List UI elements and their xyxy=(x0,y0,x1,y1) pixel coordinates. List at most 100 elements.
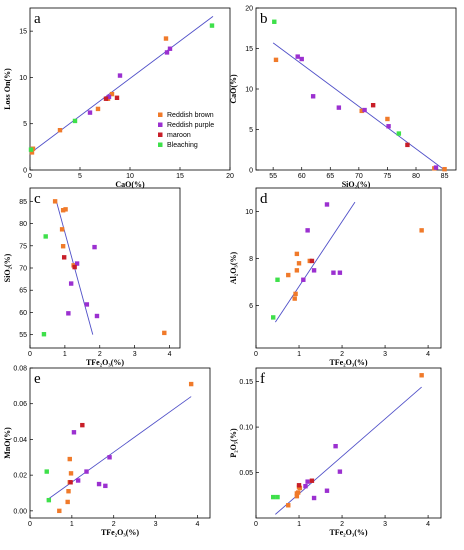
data-point-reddish-brown xyxy=(273,57,279,63)
x-tick-label: 10 xyxy=(126,173,134,180)
data-point-reddish-brown xyxy=(295,490,301,495)
y-axis-title: Loss On(%) xyxy=(3,68,12,110)
data-point-bleaching xyxy=(275,494,280,500)
y-tick-label: 6 xyxy=(249,303,253,310)
y-axis-title: CaO(%) xyxy=(229,74,238,104)
data-point-maroon xyxy=(72,264,77,270)
data-point-reddish-brown xyxy=(296,261,302,266)
data-point-reddish-brown xyxy=(68,471,74,476)
y-tick-label: 0 xyxy=(23,168,27,175)
data-point-reddish-brown xyxy=(29,150,35,155)
data-point-reddish-purple xyxy=(87,110,93,115)
x-axis-title: SiO₂(%) xyxy=(342,180,371,189)
legend: Reddish brown Reddish purple maroon Bleachi… xyxy=(158,112,214,149)
data-point-reddish-brown xyxy=(163,36,169,41)
data-point-reddish-purple xyxy=(92,244,97,250)
data-point-reddish-purple xyxy=(66,311,71,316)
data-point-maroon xyxy=(80,422,85,428)
legend-label: Reddish brown xyxy=(167,112,214,119)
legend-label: Bleaching xyxy=(167,142,198,149)
data-point-reddish-purple xyxy=(311,495,317,501)
data-point-reddish-purple xyxy=(96,481,102,487)
data-point-bleaching xyxy=(272,19,277,24)
data-point-reddish-brown xyxy=(419,373,424,378)
data-point-reddish-purple xyxy=(386,124,391,129)
data-point-reddish-purple xyxy=(84,469,89,474)
x-axis-title: CaO(%) xyxy=(115,180,145,189)
panel-a: 0 5 10 15 20 0 5 10 15 CaO(%) Loss On(%) a Reddish b… xyxy=(3,7,234,189)
trend-line xyxy=(46,396,192,501)
y-tick-label: 10 xyxy=(245,209,253,216)
data-point-reddish-purple xyxy=(337,469,343,474)
data-point-reddish-purple xyxy=(310,94,316,99)
data-point-reddish-purple xyxy=(331,270,336,275)
panel-letter: c xyxy=(34,191,41,207)
x-tick-label: 1 xyxy=(297,521,301,528)
legend-swatch xyxy=(158,132,163,137)
plot-frame xyxy=(29,367,211,519)
data-point-reddish-brown xyxy=(286,272,291,278)
x-tick-label: 0 xyxy=(28,521,32,528)
y-tick-label: 80 xyxy=(19,221,27,228)
data-point-reddish-brown xyxy=(162,330,167,336)
data-point-reddish-brown xyxy=(419,228,424,233)
data-point-reddish-brown xyxy=(57,127,63,133)
plot-frame xyxy=(255,187,442,349)
legend-label: maroon xyxy=(167,132,191,139)
data-point-bleaching xyxy=(271,315,276,320)
y-tick-label: 0 xyxy=(249,168,253,175)
plot-frame xyxy=(255,7,457,171)
data-point-reddish-purple xyxy=(305,228,310,233)
data-point-reddish-brown xyxy=(109,91,115,97)
data-point-reddish-brown xyxy=(294,268,300,273)
panel-e: 0 1 2 3 4 0.00 0.02 0.04 0.06 0.08 TFe₂O₃(%) MnO(%)… xyxy=(3,366,211,537)
data-point-reddish-purple xyxy=(75,478,81,483)
x-tick-label: 1 xyxy=(297,351,301,358)
y-tick-label: 0.08 xyxy=(13,366,27,373)
x-tick-label: 0 xyxy=(254,521,258,528)
data-point-bleaching xyxy=(44,469,49,474)
y-tick-label: 5 xyxy=(249,127,253,134)
data-point-reddish-purple xyxy=(84,302,90,307)
y-tick-label: 10 xyxy=(245,87,253,94)
y-axis-title: SiO₂(%) xyxy=(3,253,12,282)
x-tick-label: 0 xyxy=(28,351,32,358)
panel-letter: f xyxy=(260,371,265,387)
data-point-bleaching xyxy=(41,332,47,337)
y-tick-label: 0.04 xyxy=(13,437,27,444)
x-tick-label: 0 xyxy=(28,173,32,180)
data-point-maroon xyxy=(103,96,109,101)
data-point-bleaching xyxy=(271,494,276,500)
data-point-reddish-purple xyxy=(324,488,330,493)
data-point-reddish-purple xyxy=(324,202,330,207)
x-tick-label: 4 xyxy=(168,351,172,358)
data-point-bleaching xyxy=(275,277,280,282)
data-point-reddish-brown xyxy=(294,493,300,499)
data-point-maroon xyxy=(309,258,315,264)
panel-d: 0 1 2 3 4 6 8 10 TFe₂O₃(%) Al₂O₃(%) d xyxy=(229,187,442,367)
data-point-maroon xyxy=(405,142,410,148)
y-tick-label: 70 xyxy=(19,266,27,273)
data-point-reddish-purple xyxy=(433,165,439,170)
x-tick-label: 1 xyxy=(70,521,74,528)
y-tick-label: 15 xyxy=(245,46,253,53)
y-tick-label: 0.05 xyxy=(239,470,253,477)
data-point-reddish-brown xyxy=(292,296,297,301)
x-axis-title: TFe₂O₃(%) xyxy=(101,528,139,537)
data-point-reddish-purple xyxy=(337,270,343,275)
x-tick-label: 75 xyxy=(384,173,392,180)
data-point-reddish-purple xyxy=(74,261,80,266)
y-tick-label: 60 xyxy=(19,310,27,317)
y-tick-label: 0.00 xyxy=(13,508,27,515)
panel-letter: b xyxy=(260,11,268,27)
panel-letter: d xyxy=(260,191,268,207)
data-point-reddish-brown xyxy=(294,251,300,257)
x-tick-label: 85 xyxy=(441,173,449,180)
data-point-reddish-brown xyxy=(57,508,62,514)
y-tick-label: 55 xyxy=(19,332,27,339)
x-tick-label: 60 xyxy=(298,173,306,180)
panel-letter: e xyxy=(34,371,41,387)
data-point-reddish-purple xyxy=(106,94,112,100)
plot-frame xyxy=(29,7,231,171)
